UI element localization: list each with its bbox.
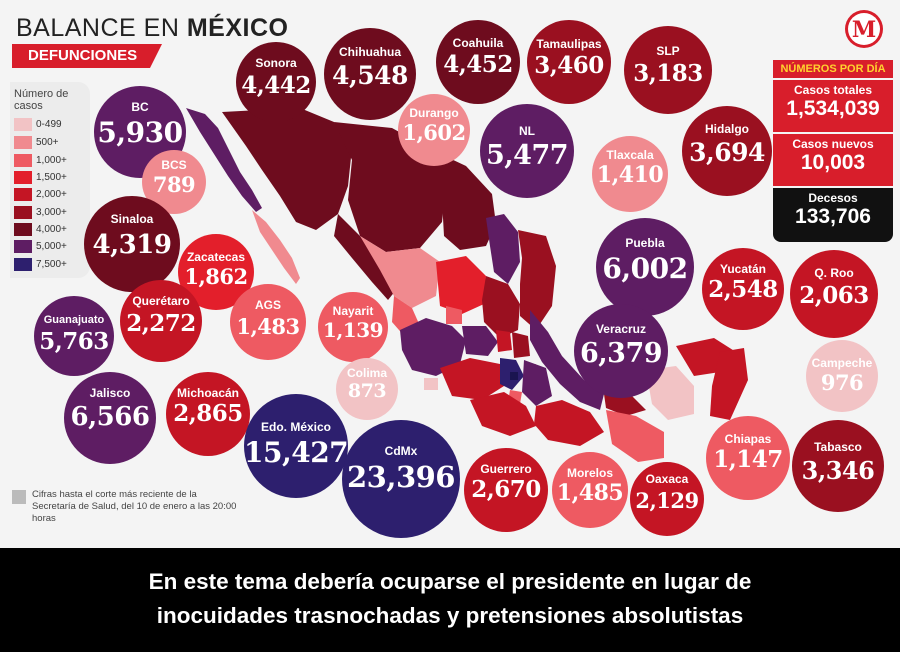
footnote-marker [12,490,26,504]
state-bubble-nl: NL 5,477 [480,104,574,198]
legend-title: Número de casos [14,88,69,112]
state-bubble-sonora: Sonora 4,442 [236,42,316,122]
legend-swatch [14,239,32,253]
legend-item: 0-499 [14,117,62,133]
region-sinaloa [334,214,396,300]
state-bubble-chihuahua: Chihuahua 4,548 [324,28,416,120]
legend-swatch [14,117,32,131]
state-bubble-colima: Colima 873 [336,358,398,420]
state-bubble-edomex: Edo. México 15,427 [244,394,349,498]
legend-swatch [14,205,32,219]
legend-swatch [14,170,32,184]
legend-item: 7,500+ [14,257,67,273]
legend-item: 4,000+ [14,222,67,238]
infographic: BALANCE EN MÉXICO DEFUNCIONES M Número d… [0,0,900,548]
state-bubble-tlaxcala: Tlaxcala 1,410 [592,136,668,212]
region-puebla [522,360,552,406]
milenio-logo: M [845,10,883,48]
new-cases-box: Casos nuevos 10,003 [773,134,893,186]
total-cases-box: Casos totales 1,534,039 [773,80,893,132]
region-michoacan [440,358,504,400]
region-coahuila [432,150,496,250]
region-baja-california [186,108,262,212]
region-nuevo-leon [486,214,520,284]
legend-swatch [14,135,32,149]
region-sonora [222,108,352,230]
region-quintana-roo [710,348,748,420]
region-hidalgo [512,332,530,358]
state-bubble-slp: SLP 3,183 [624,26,712,114]
state-bubble-durango: Durango 1,602 [398,94,470,166]
subtitle-ribbon: DEFUNCIONES [12,44,162,68]
page-title: BALANCE EN MÉXICO [16,14,289,42]
caption-line-1: En este tema debería ocuparse el preside… [148,569,752,594]
caption-line-2: inocuidades trasnochadas y pretensiones … [156,603,744,628]
legend-swatch [14,222,32,236]
new-cases-label: Casos nuevos [792,137,874,151]
footnote: Cifras hasta el corte más reciente de la… [12,489,262,525]
legend-item: 1,500+ [14,170,67,186]
region-tamaulipas [518,230,556,330]
state-bubble-tamaulipas: Tamaulipas 3,460 [527,20,611,104]
state-bubble-nayarit: Nayarit 1,139 [318,292,388,362]
state-bubble-oaxaca: Oaxaca 2,129 [630,462,704,536]
legend-item: 3,000+ [14,205,67,221]
region-tabasco [604,394,646,416]
state-bubble-jalisco: Jalisco 6,566 [64,372,156,464]
state-bubble-campeche: Campeche 976 [806,340,878,412]
deaths-value: 133,706 [795,205,871,228]
state-bubble-bc: BC 5,930 [94,86,186,178]
state-bubble-michoacan: Michoacán 2,865 [166,372,250,456]
region-oaxaca [534,400,604,446]
state-bubble-morelos: Morelos 1,485 [552,452,628,528]
legend-item: 1,000+ [14,153,67,169]
panel-heading: NÚMEROS POR DÍA [773,60,893,78]
region-jalisco [400,318,466,376]
state-bubble-bcs: BCS 789 [142,150,206,214]
state-bubble-qroo: Q. Roo 2,063 [790,250,878,338]
new-cases-value: 10,003 [800,151,866,174]
legend-item: 2,000+ [14,187,67,203]
state-bubble-coahuila: Coahuila 4,452 [436,20,520,104]
state-bubble-queretaro: Querétaro 2,272 [120,280,202,362]
region-queretaro [496,330,512,352]
state-bubble-chiapas: Chiapas 1,147 [706,416,790,500]
state-bubble-guerrero: Guerrero 2,670 [464,448,548,532]
logo-letter: M [852,17,876,43]
region-veracruz [530,310,604,410]
region-chiapas [606,410,664,462]
region-zacatecas [436,256,486,314]
deaths-box: Decesos 133,706 [773,188,893,242]
region-guerrero [470,392,536,436]
state-bubble-veracruz: Veracruz 6,379 [574,304,668,398]
state-bubble-yucatan: Yucatán 2,548 [702,248,784,330]
total-cases-value: 1,534,039 [786,97,880,120]
state-bubble-tabasco: Tabasco 3,346 [792,420,884,512]
caption-bar: En este tema debería ocuparse el preside… [0,548,900,652]
deaths-label: Decesos [808,191,858,205]
legend-swatch [14,187,32,201]
region-aguascalientes [446,306,462,324]
legend-item: 5,000+ [14,239,67,255]
legend-swatch [14,153,32,167]
state-bubble-ags: AGS 1,483 [230,284,306,360]
legend-swatch [14,257,32,271]
region-san-luis-potosi [482,276,520,338]
state-bubble-guanajuato: Guanajuato 5,763 [34,296,114,376]
region-guanajuato [462,326,498,356]
region-cdmx [510,372,518,380]
state-bubble-sinaloa: Sinaloa 4,319 [84,196,180,292]
total-cases-label: Casos totales [793,83,873,97]
state-bubble-hidalgo: Hidalgo 3,694 [682,106,772,196]
region-colima [424,378,438,390]
state-bubble-puebla: Puebla 6,002 [596,218,694,316]
region-baja-california-sur [252,210,300,284]
state-bubble-cdmx: CdMx 23,396 [342,420,460,538]
legend-item: 500+ [14,135,59,151]
region-durango [360,236,440,308]
